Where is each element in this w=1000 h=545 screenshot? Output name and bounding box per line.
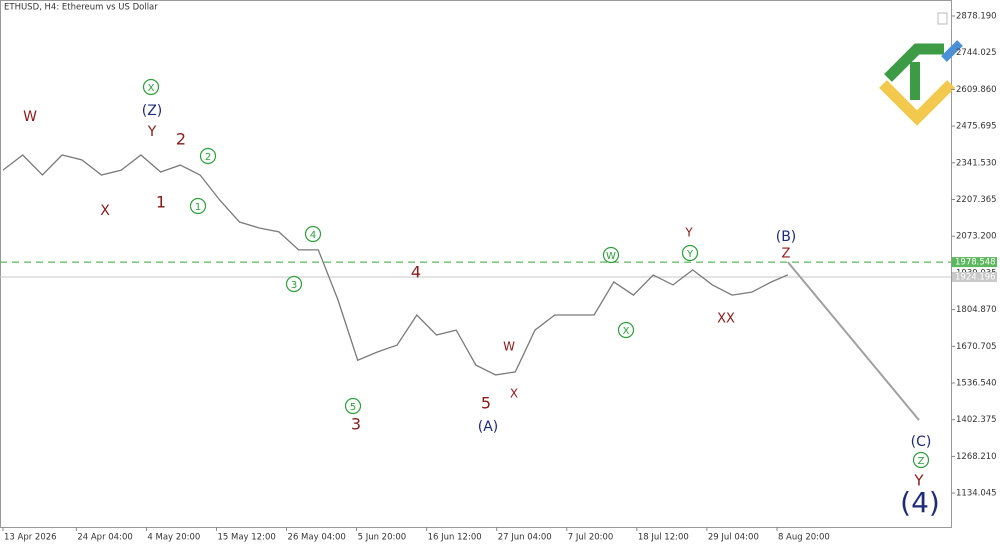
y-tick-label: 2609.860 xyxy=(956,85,997,95)
wave-circle xyxy=(304,225,322,243)
wave-label: Z xyxy=(782,247,791,262)
wave-circle xyxy=(285,275,303,293)
wave-label: 1 xyxy=(156,193,166,212)
wave-label: (Z) xyxy=(142,103,163,119)
y-tick-label: 1536.540 xyxy=(956,378,997,388)
chart-title: ETHUSD, H4: Ethereum vs US Dollar xyxy=(4,3,158,13)
wave-label: XX xyxy=(717,312,735,327)
wave-label: X xyxy=(100,203,110,219)
x-tick-label: 5 Jun 20:00 xyxy=(358,533,407,543)
wave-label: Z xyxy=(918,456,925,467)
y-tick-label: 1670.705 xyxy=(956,342,997,352)
wave-label: (4) xyxy=(900,486,940,519)
price-level-label: 1978.548 xyxy=(955,258,996,268)
y-tick-label: 2475.695 xyxy=(956,122,997,132)
x-tick-label: 7 Jul 20:00 xyxy=(568,533,614,543)
wave-label: Y xyxy=(147,124,157,140)
wave-circle xyxy=(617,321,635,339)
wave-circle xyxy=(602,246,620,264)
price-level-label: 1924.196 xyxy=(955,272,996,282)
wave-label: 1 xyxy=(195,202,201,213)
wave-label: W xyxy=(503,340,515,354)
x-tick-label: 4 May 20:00 xyxy=(147,533,200,543)
logo-green xyxy=(884,43,944,82)
x-tick-label: 24 Apr 04:00 xyxy=(77,533,132,543)
wave-label: 2 xyxy=(176,130,186,149)
plot-frame xyxy=(0,0,952,528)
wave-label: Y xyxy=(913,472,924,490)
y-tick-label: 2207.365 xyxy=(956,195,997,205)
y-tick-label: 2744.025 xyxy=(956,48,997,58)
logo-yellow xyxy=(879,80,955,126)
x-tick-label: 15 May 12:00 xyxy=(217,533,275,543)
x-tick-label: 18 Jul 12:00 xyxy=(638,533,689,543)
wave-circle xyxy=(142,78,160,96)
wave-label: (A) xyxy=(478,419,499,435)
wave-circle xyxy=(681,244,699,262)
wave-label: (B) xyxy=(776,229,797,245)
wave-circle xyxy=(344,397,362,415)
wave-label: W xyxy=(23,109,37,125)
x-tick-label: 29 Jul 04:00 xyxy=(708,533,759,543)
x-tick-label: 26 May 04:00 xyxy=(288,533,346,543)
y-tick-label: 2341.530 xyxy=(956,158,997,168)
logo-blue xyxy=(941,40,963,62)
wave-label: X xyxy=(623,326,630,337)
wave-label: W xyxy=(606,251,616,262)
x-tick-label: 16 Jun 12:00 xyxy=(428,533,482,543)
wave-label: 5 xyxy=(481,394,491,413)
y-tick-label: 2878.190 xyxy=(956,12,997,22)
price-line xyxy=(2,154,789,376)
y-tick-label: 1134.045 xyxy=(956,489,997,499)
projection-line xyxy=(787,261,920,421)
wave-label: 3 xyxy=(291,280,297,291)
wave-label: (C) xyxy=(911,434,932,450)
y-tick-label: 1402.375 xyxy=(956,415,997,425)
x-tick-label: 27 Jun 04:00 xyxy=(498,533,552,543)
wave-circle xyxy=(189,197,207,215)
wave-label: X xyxy=(148,83,155,94)
wave-label: 4 xyxy=(310,230,316,241)
wave-label: 3 xyxy=(351,415,361,434)
wave-label: 2 xyxy=(205,152,211,163)
wave-circle xyxy=(199,147,217,165)
wave-label: Y xyxy=(686,249,694,260)
wave-label: X xyxy=(510,387,518,401)
y-tick-label: 2073.200 xyxy=(956,232,997,242)
x-tick-label: 13 Apr 2026 xyxy=(4,533,57,543)
settings-icon[interactable] xyxy=(937,12,948,25)
wave-label: 4 xyxy=(411,263,421,282)
y-tick-label: 1268.210 xyxy=(956,452,997,462)
price-level-box xyxy=(952,257,997,268)
y-tick-label: 1804.870 xyxy=(956,305,997,315)
logo xyxy=(879,40,963,126)
wave-label: Y xyxy=(684,226,693,240)
wave-label: 5 xyxy=(350,402,356,413)
price-level-box xyxy=(952,271,997,282)
wave-circle xyxy=(912,451,930,469)
x-tick-label: 8 Aug 20:00 xyxy=(778,533,830,543)
